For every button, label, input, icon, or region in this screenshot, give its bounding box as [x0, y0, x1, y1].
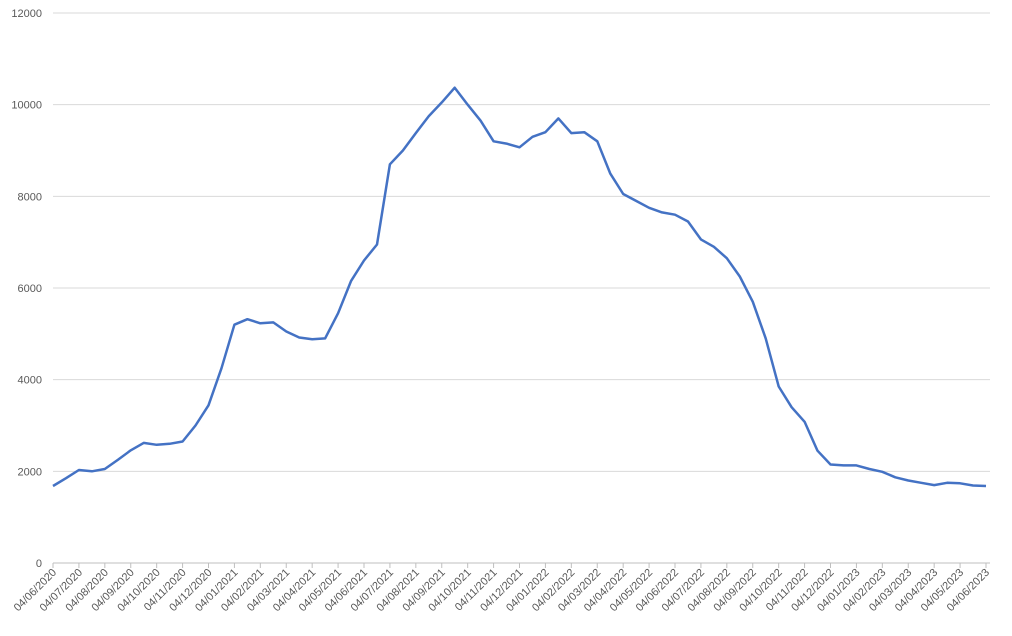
y-tick-label: 10000	[11, 100, 42, 112]
y-tick-label: 6000	[18, 283, 42, 295]
y-tick-label: 2000	[18, 466, 42, 478]
y-tick-label: 4000	[18, 375, 42, 387]
y-tick-label: 12000	[11, 8, 42, 20]
data-line	[52, 86, 987, 488]
y-tick-label: 8000	[18, 191, 42, 203]
y-tick-label: 0	[36, 558, 42, 570]
